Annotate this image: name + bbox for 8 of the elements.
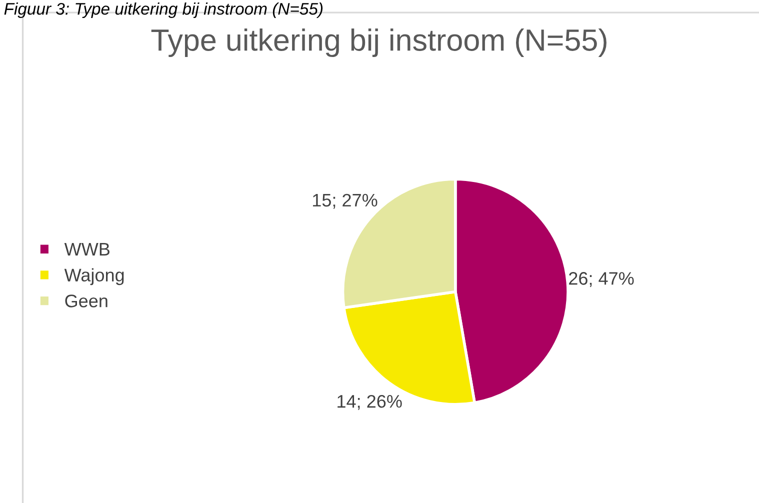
legend-label: Wajong [64,268,124,286]
data-label: 26; 47% [569,272,634,287]
legend-label: WWB [64,243,110,256]
legend-label: Geen [65,294,108,308]
data-label: 14; 26% [338,394,402,410]
text: Figuur 3: Type uitkering bij instroom (N=55) [4,2,323,18]
data-label: 15; 27% [313,194,378,209]
chart-title: Type uitkering bij instroom (N=55) [151,28,606,57]
